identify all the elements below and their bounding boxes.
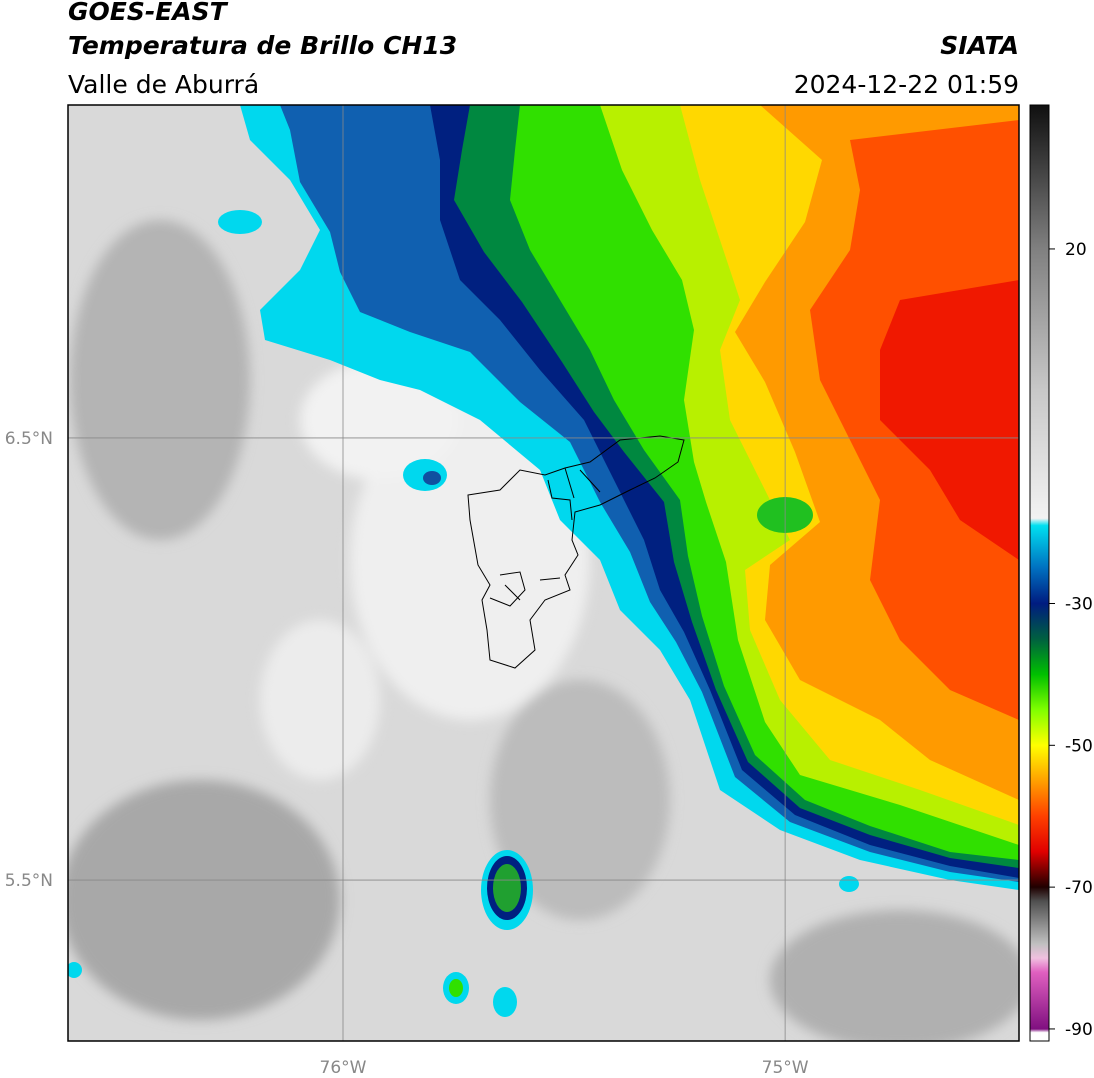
x-tick-label: 76°W xyxy=(320,1058,367,1078)
x-tick-label: 75°W xyxy=(762,1058,809,1078)
colorbar-tick-label: -50 xyxy=(1065,736,1093,756)
region: Valle de Aburrá xyxy=(68,70,259,99)
satellite-image xyxy=(68,105,1019,1041)
colorbar-tick-label: -30 xyxy=(1065,594,1093,614)
colorbar xyxy=(1029,104,1050,1042)
colorbar-tick-label: -70 xyxy=(1065,878,1093,898)
colorbar-tick-label: -90 xyxy=(1065,1020,1093,1040)
subtitle: Temperatura de Brillo CH13 xyxy=(68,31,457,60)
y-tick-label: 6.5°N xyxy=(5,429,53,449)
source: SIATA xyxy=(940,31,1019,60)
map-frame xyxy=(67,104,1020,1042)
colorbar-tick-label: 20 xyxy=(1065,240,1087,260)
y-tick-label: 5.5°N xyxy=(5,871,53,891)
datetime: 2024-12-22 01:59 xyxy=(794,70,1019,99)
title: GOES-EAST xyxy=(68,0,229,26)
